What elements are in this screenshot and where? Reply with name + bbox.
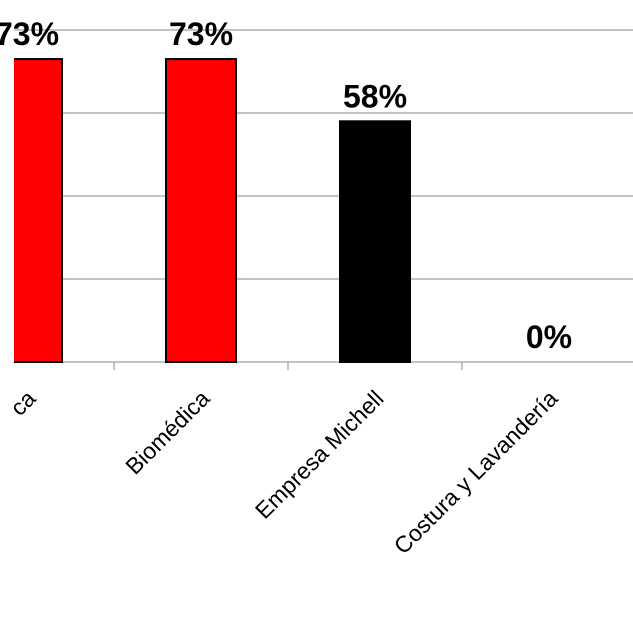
- value-label: 73%: [0, 16, 59, 52]
- bar: [14, 58, 63, 364]
- bar: [339, 120, 411, 363]
- x-tick-label: Empresa Michell: [250, 385, 389, 524]
- x-tick-label: Costura y Lavandería: [389, 385, 563, 559]
- value-label: 0%: [526, 319, 572, 355]
- value-label: 58%: [343, 78, 407, 114]
- x-tick-label: Biomédica: [120, 385, 214, 479]
- x-tick-label: ca: [5, 385, 41, 421]
- value-label: 73%: [169, 16, 233, 52]
- plot-area: [14, 29, 633, 370]
- bar: [165, 58, 237, 364]
